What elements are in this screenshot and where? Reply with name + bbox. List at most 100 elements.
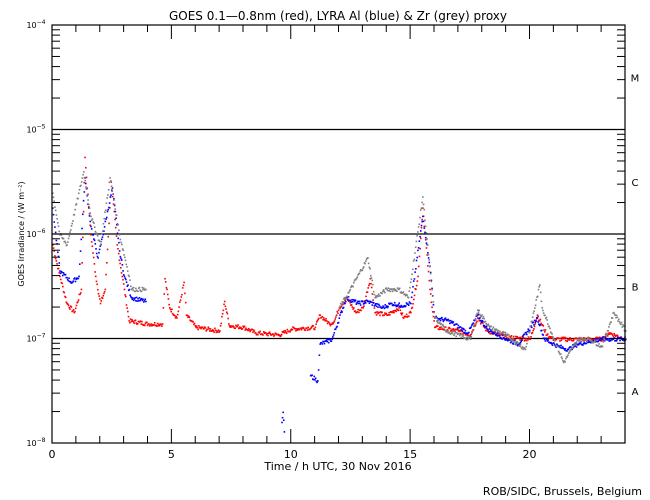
data-point [454,331,457,334]
data-point [569,336,571,339]
data-point [300,328,303,331]
data-point [89,224,92,227]
data-point [421,218,423,221]
data-point [115,217,117,220]
data-point [456,327,459,329]
data-point [421,201,423,204]
data-point [74,280,77,283]
data-point [542,325,545,327]
data-point [323,319,326,321]
data-point [422,220,425,223]
data-point [281,421,283,424]
data-point [448,320,450,322]
data-point [114,208,117,210]
data-point [521,346,524,348]
data-point [68,306,71,309]
data-point [141,286,144,289]
data-point [386,288,388,291]
data-point [551,344,554,346]
data-point [592,340,595,342]
data-point [509,337,512,340]
data-point [291,328,294,331]
data-point [459,332,462,335]
data-point [201,326,204,329]
data-point [616,334,618,337]
data-point [329,338,331,341]
data-point [55,260,58,262]
data-point [252,329,255,331]
data-point [564,336,566,339]
data-point [90,228,93,230]
data-point [322,318,324,321]
data-point [418,255,421,258]
data-point [564,360,566,363]
data-point [534,322,537,325]
data-point [507,333,510,336]
data-point [537,315,539,318]
data-point [88,207,91,210]
data-point [400,304,403,307]
data-point [77,299,80,301]
data-point [238,326,241,329]
data-point [110,194,112,196]
data-point [430,280,433,283]
data-point [319,314,321,317]
data-point [569,349,571,352]
data-point [140,290,143,293]
data-point [99,244,102,246]
data-point [412,298,415,301]
data-point [77,197,79,200]
data-point [122,270,124,272]
data-point [80,238,83,241]
data-point [101,232,103,235]
data-point [163,293,166,295]
data-point [286,328,289,331]
data-point [104,211,106,214]
data-point [393,301,396,304]
data-point [548,335,550,338]
data-point [539,284,541,286]
data-point [587,336,590,339]
data-point [498,332,500,334]
data-point [313,328,316,331]
data-point [538,320,541,322]
data-point [334,328,337,330]
data-point [549,327,551,330]
data-point [95,248,97,250]
data-point [377,303,380,306]
data-point [157,324,160,327]
data-point [156,322,159,325]
data-point [268,331,271,333]
data-point [543,329,545,331]
data-point [70,225,73,227]
data-point [534,304,537,307]
data-point [519,341,522,344]
data-point [333,321,335,324]
data-point [333,332,336,334]
data-point [507,337,509,340]
data-point [61,274,64,277]
data-point [59,234,61,236]
data-point [343,296,346,299]
data-point [414,246,417,249]
data-point [311,374,313,376]
data-point [170,310,173,313]
data-point [121,264,124,266]
data-point [565,337,568,340]
data-point [598,343,600,345]
data-point [345,297,347,300]
data-point [549,337,551,340]
data-point [369,277,372,280]
data-point [522,348,525,351]
data-point [347,298,349,301]
data-point [69,280,72,283]
data-point [412,260,415,262]
data-point [478,309,480,312]
data-point [341,300,344,303]
data-point [447,329,449,331]
data-point [442,324,445,327]
data-point [141,299,144,302]
data-point [470,333,473,336]
data-point [439,319,442,322]
data-point [533,319,536,322]
